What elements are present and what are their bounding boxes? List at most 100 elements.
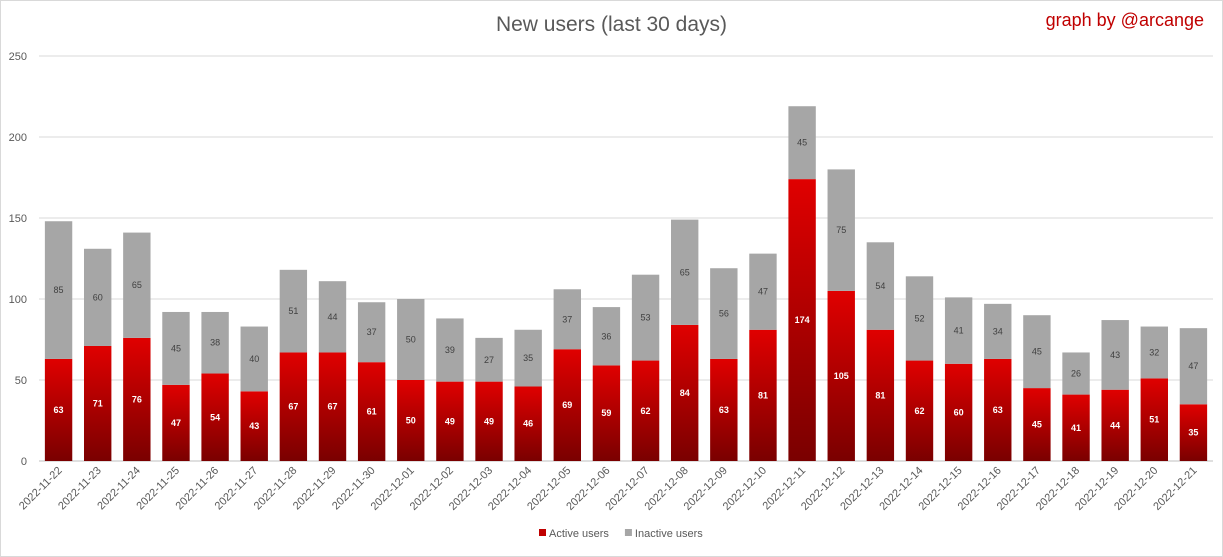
bar-active-users — [631, 360, 660, 461]
data-label-inactive: 85 — [54, 285, 64, 295]
bar-active-users — [788, 179, 816, 461]
bar-active-users — [475, 381, 503, 461]
bar-active-users — [84, 345, 112, 461]
data-label-inactive: 32 — [1149, 347, 1159, 357]
data-label-inactive: 39 — [445, 345, 455, 355]
y-tick-label: 0 — [21, 456, 27, 468]
bar-inactive-users — [553, 289, 581, 350]
y-tick-label: 100 — [9, 294, 27, 306]
data-label-active: 45 — [1032, 420, 1042, 430]
data-label-inactive: 43 — [1110, 350, 1120, 360]
bar-active-users — [866, 329, 895, 461]
bar-active-users — [279, 352, 308, 461]
data-label-inactive: 45 — [1032, 347, 1042, 357]
data-label-inactive: 27 — [484, 355, 494, 365]
bar-inactive-users — [749, 253, 777, 330]
data-label-inactive: 44 — [327, 312, 337, 322]
data-label-active: 76 — [132, 394, 142, 404]
data-label-active: 62 — [914, 406, 924, 416]
bar-active-users — [749, 329, 777, 461]
bar-inactive-users — [671, 219, 699, 325]
data-label-active: 105 — [834, 371, 849, 381]
data-label-active: 63 — [993, 405, 1003, 415]
legend-swatch-active — [539, 529, 546, 536]
bar-active-users — [1023, 388, 1051, 461]
bar-inactive-users — [84, 248, 112, 346]
data-label-active: 49 — [445, 416, 455, 426]
bar-active-users — [1101, 389, 1129, 461]
bar-inactive-users — [514, 329, 542, 387]
bar-active-users — [592, 365, 621, 461]
bar-inactive-users — [631, 274, 660, 361]
bar-active-users — [240, 391, 268, 461]
data-label-inactive: 50 — [406, 335, 416, 345]
bar-inactive-users — [240, 326, 268, 392]
bar-active-users — [201, 373, 229, 461]
data-label-active: 54 — [210, 412, 220, 422]
data-label-inactive: 53 — [641, 313, 651, 323]
bar-inactive-users — [1179, 328, 1208, 405]
bar-inactive-users — [397, 299, 425, 380]
data-label-active: 81 — [875, 390, 885, 400]
data-label-active: 174 — [795, 315, 810, 325]
data-label-inactive: 38 — [210, 338, 220, 348]
data-label-active: 69 — [562, 400, 572, 410]
data-label-inactive: 65 — [132, 280, 142, 290]
bar-inactive-users — [475, 337, 503, 382]
data-label-active: 60 — [954, 407, 964, 417]
legend-label-active: Active users — [549, 528, 609, 540]
bar-active-users — [514, 386, 542, 461]
data-label-inactive: 35 — [523, 353, 533, 363]
bar-inactive-users — [827, 169, 855, 291]
bar-active-users — [944, 363, 973, 461]
data-label-inactive: 65 — [680, 267, 690, 277]
data-label-active: 67 — [327, 402, 337, 412]
data-label-inactive: 75 — [836, 225, 846, 235]
data-label-active: 46 — [523, 419, 533, 429]
data-label-inactive: 45 — [171, 343, 181, 353]
data-label-active: 50 — [406, 416, 416, 426]
data-label-active: 63 — [719, 405, 729, 415]
y-tick-label: 250 — [9, 51, 27, 63]
data-label-active: 44 — [1110, 420, 1120, 430]
bar-inactive-users — [201, 311, 229, 374]
data-label-active: 63 — [54, 405, 64, 415]
bar-inactive-users — [592, 307, 621, 366]
bar-active-users — [436, 381, 464, 461]
data-label-active: 62 — [641, 406, 651, 416]
data-label-inactive: 37 — [562, 314, 572, 324]
bar-active-users — [710, 358, 738, 461]
bar-inactive-users — [866, 242, 895, 330]
data-label-inactive: 47 — [1188, 361, 1198, 371]
legend-label-inactive: Inactive users — [635, 528, 703, 540]
data-label-inactive: 54 — [875, 281, 885, 291]
data-label-inactive: 36 — [601, 331, 611, 341]
bar-inactive-users — [44, 221, 73, 359]
bar-active-users — [1140, 378, 1168, 461]
data-label-active: 35 — [1188, 428, 1198, 438]
data-label-active: 84 — [680, 388, 690, 398]
data-label-active: 67 — [288, 402, 298, 412]
bar-active-users — [44, 358, 73, 461]
data-label-active: 61 — [367, 407, 377, 417]
data-label-inactive: 56 — [719, 309, 729, 319]
bar-active-users — [1062, 394, 1090, 461]
bar-active-users — [827, 290, 855, 461]
data-label-inactive: 60 — [93, 292, 103, 302]
data-label-active: 81 — [758, 390, 768, 400]
bar-inactive-users — [1062, 352, 1090, 395]
y-tick-label: 150 — [9, 213, 27, 225]
bar-inactive-users — [123, 232, 151, 338]
bar-active-users — [905, 360, 934, 461]
data-label-inactive: 51 — [288, 306, 298, 316]
chart-credit: graph by @arcange — [1045, 10, 1204, 30]
data-label-active: 51 — [1149, 415, 1159, 425]
bar-active-users — [123, 337, 151, 461]
bar-inactive-users — [1023, 315, 1051, 389]
bar-active-users — [318, 352, 347, 461]
data-label-inactive: 34 — [993, 326, 1003, 336]
bar-inactive-users — [162, 311, 190, 385]
data-label-active: 49 — [484, 416, 494, 426]
